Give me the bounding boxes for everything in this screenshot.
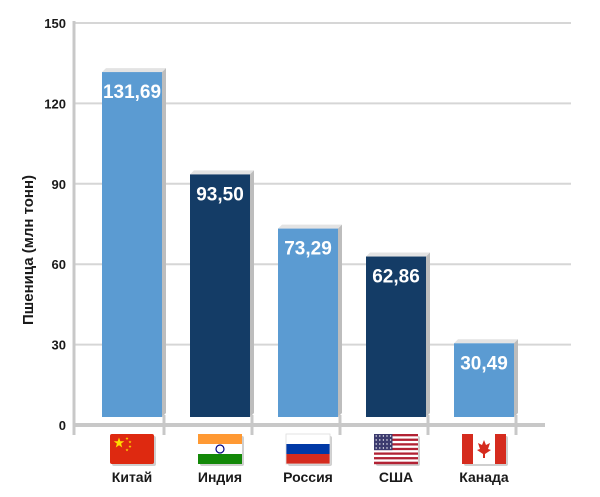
usa-flag-icon <box>374 434 420 466</box>
y-tick-label: 30 <box>52 338 66 353</box>
y-tick-label: 0 <box>59 418 66 433</box>
bar-value-label: 93,50 <box>196 184 244 205</box>
canada-flag-icon <box>462 434 508 466</box>
bar <box>454 343 514 417</box>
bar <box>278 228 338 417</box>
bar-top-face <box>366 252 430 257</box>
bar <box>190 174 250 417</box>
bars: 131,69 93,50 73,29 62,86 30,49 <box>102 68 518 417</box>
bar-side-face <box>338 224 342 417</box>
bar-value-label: 30,49 <box>460 353 508 374</box>
bar-top-face <box>102 68 166 73</box>
category-label: Россия <box>283 469 333 485</box>
y-axis-ticks: 0 30 60 90 120 150 <box>44 16 66 433</box>
bar-side-face <box>514 339 518 417</box>
bar-side-face <box>250 170 254 417</box>
bar-value-label: 62,86 <box>372 267 420 288</box>
y-tick-label: 150 <box>44 16 66 31</box>
x-axis <box>72 21 545 435</box>
bar-top-face <box>190 170 254 175</box>
y-tick-label: 60 <box>52 257 66 272</box>
category-label: Индия <box>198 469 242 485</box>
y-tick-label: 120 <box>44 96 66 111</box>
category-axis: Китай Индия Россия США Канада <box>110 433 509 485</box>
category-label: Канада <box>459 469 509 485</box>
india-flag-icon <box>198 434 244 466</box>
category-label: Китай <box>112 469 152 485</box>
bar-side-face <box>162 68 166 417</box>
y-tick-label: 90 <box>52 177 66 192</box>
bar <box>366 256 426 417</box>
bar-side-face <box>426 252 430 417</box>
category-label: США <box>379 469 413 485</box>
china-flag-icon <box>110 434 156 466</box>
bar-value-label: 73,29 <box>284 239 332 260</box>
bar-value-label: 131,69 <box>103 82 161 103</box>
russia-flag-icon <box>285 433 332 466</box>
bar-top-face <box>454 339 518 344</box>
bar <box>102 72 162 417</box>
y-axis-label: Пшеница (млн тонн) <box>20 175 37 325</box>
bar-top-face <box>278 224 342 229</box>
